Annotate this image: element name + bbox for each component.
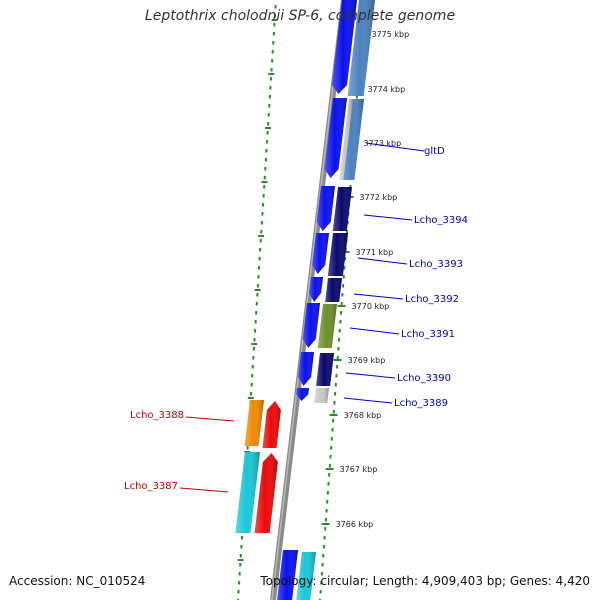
genome-title: Leptothrix cholodnii SP-6, complete geno… <box>144 8 456 24</box>
gene-block-grey-shading <box>314 388 329 403</box>
gene-arrow-shading <box>324 98 347 178</box>
gene-block-grey-shading <box>339 99 353 180</box>
feature-labels: gltD Lcho_3394 Lcho_3393 Lcho_3392 Lcho_3391… <box>124 142 468 493</box>
gene-arrow-red-shading <box>262 401 281 448</box>
gene-arrow-shading <box>332 0 357 94</box>
scale-label: 3771 kbp <box>356 248 394 257</box>
gene-block-cyan-shading <box>235 452 260 533</box>
gene-arrow-shading <box>316 186 335 231</box>
gene-label-leader <box>343 397 393 404</box>
gene-label: Lcho_3391 <box>401 329 455 340</box>
backbone-highlight <box>271 0 344 600</box>
gene-block-navy-shading <box>316 353 334 386</box>
gene-block-orange-shading <box>244 400 264 446</box>
gene-label-leader <box>365 142 425 152</box>
gene-arrow-shading <box>298 352 314 386</box>
scale-label: 3773 kbp <box>364 139 402 148</box>
gene-arrow-shading <box>296 388 309 401</box>
gene-arrow-shading <box>312 233 329 274</box>
gene-label: Lcho_3387 <box>124 481 178 492</box>
gene-label-leader <box>353 293 404 300</box>
backbone-line <box>270 0 347 600</box>
gene-block-steel-shading <box>347 0 375 96</box>
gene-arrow-red-shading <box>254 453 278 533</box>
genome-summary-text: Topology: circular; Length: 4,909,403 bp… <box>260 574 590 588</box>
scale-label: 3775 kbp <box>372 30 410 39</box>
gene-label: gltD <box>424 146 445 157</box>
gene-block-navy-shading <box>327 233 348 276</box>
scale-label: 3767 kbp <box>340 465 378 474</box>
gene-label-leader <box>357 257 408 265</box>
gene-arrow-shading <box>302 303 320 348</box>
scale-label: 3766 kbp <box>336 520 374 529</box>
gene-block-olive-shading <box>317 304 337 348</box>
gene-arrow-shading <box>309 277 323 302</box>
gene-label: Lcho_3389 <box>394 398 448 409</box>
gene-label: Lcho_3394 <box>414 215 468 226</box>
gene-label-leader <box>345 372 396 379</box>
gene-block-navy-shading <box>332 187 352 231</box>
scale-label: 3768 kbp <box>344 411 382 420</box>
gene-label-leader <box>349 327 400 335</box>
gene-label-leader <box>363 214 413 221</box>
scale-label: 3769 kbp <box>348 356 386 365</box>
scale-label: 3770 kbp <box>352 302 390 311</box>
gene-block-cyan-shading <box>296 552 316 600</box>
gene-features <box>235 0 375 600</box>
gene-label: Lcho_3393 <box>409 259 463 270</box>
genome-backbone <box>270 0 347 600</box>
scale-label: 3772 kbp <box>360 193 398 202</box>
gene-label-leader <box>185 416 235 422</box>
gene-label: Lcho_3388 <box>130 410 184 421</box>
scale-label: 3774 kbp <box>367 85 405 94</box>
gene-label-leader <box>179 487 229 493</box>
gene-label: Lcho_3392 <box>405 294 459 305</box>
gene-block-navy-shading <box>325 278 342 302</box>
gene-label: Lcho_3390 <box>397 373 451 384</box>
accession-text: Accession: NC_010524 <box>9 574 146 588</box>
gene-block-steel-shading <box>340 99 364 180</box>
gene-arrow-shading <box>277 550 298 600</box>
